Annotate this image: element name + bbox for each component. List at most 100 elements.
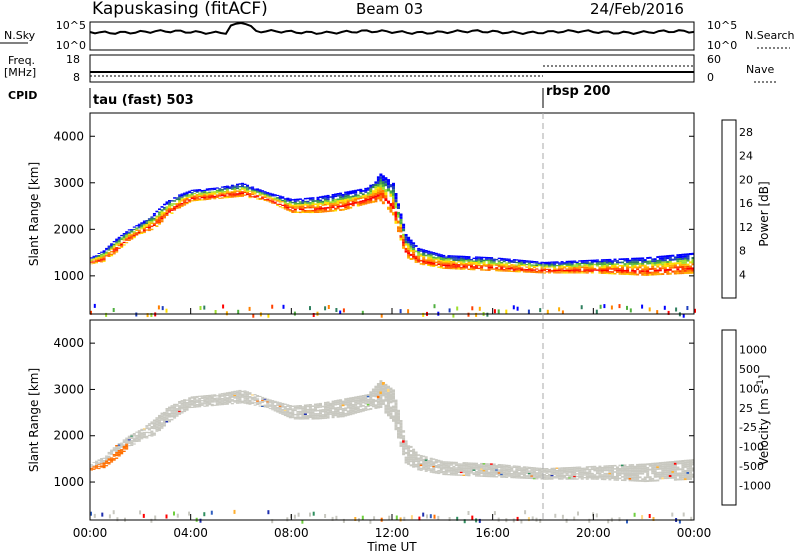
power-cell	[540, 271, 544, 273]
velocity-cell	[218, 401, 222, 404]
velocity-cell	[427, 469, 431, 471]
velocity-cell	[185, 405, 189, 407]
velocity-cell	[394, 414, 398, 418]
power-cell	[263, 192, 267, 194]
velocity-cell	[366, 402, 370, 404]
velocity-cell	[296, 405, 300, 407]
velocity-cell	[636, 463, 640, 466]
power-cell	[384, 183, 388, 187]
power-cell	[107, 255, 111, 257]
velocity-cell	[127, 441, 131, 443]
power-cell	[643, 268, 647, 271]
velocity-cell	[140, 434, 144, 436]
velocity-cell	[107, 451, 111, 454]
velocity-cell	[653, 470, 657, 473]
power-cell	[261, 191, 265, 193]
power-cell	[117, 239, 121, 241]
velocity-cell	[555, 470, 559, 472]
power-cell	[583, 269, 587, 271]
velocity-cell	[173, 405, 177, 407]
nave-tick-low: 0	[707, 71, 714, 84]
velocity-cell	[424, 465, 428, 468]
power-cell	[319, 211, 322, 213]
velocity-cell	[424, 461, 428, 463]
velocity-cell	[527, 468, 531, 470]
velocity-cell	[286, 414, 290, 416]
velocity-cell	[434, 466, 438, 468]
velocity-cell	[266, 406, 270, 407]
velocity-cell	[648, 476, 652, 479]
velocity-cell	[583, 470, 587, 472]
velocity-cell	[253, 396, 257, 398]
power-cell	[324, 202, 327, 204]
velocity-cell	[399, 436, 403, 439]
power-cell	[137, 230, 141, 232]
velocity-cell	[122, 439, 126, 441]
velocity-cell	[434, 472, 438, 474]
velocity-cell	[482, 471, 486, 473]
velocity-cell	[361, 401, 365, 404]
power-near-cell	[312, 313, 315, 317]
power-cell	[215, 194, 219, 196]
power-cell	[354, 200, 358, 202]
power-cell	[142, 228, 146, 230]
power-cell	[311, 206, 315, 209]
power-cell	[424, 251, 428, 254]
velocity-cell	[422, 455, 426, 458]
power-cell	[480, 262, 484, 264]
velocity-near-cell	[199, 518, 202, 523]
power-cell	[555, 262, 559, 264]
power-cell	[218, 188, 222, 190]
power-cell	[558, 268, 562, 270]
power-cell	[301, 205, 305, 208]
power-cell	[590, 272, 594, 274]
power-cell	[520, 264, 524, 267]
velocity-cell	[570, 477, 574, 479]
velocity-cell	[585, 471, 589, 473]
nsky-tick-high: 10^5	[56, 19, 86, 32]
velocity-cell	[407, 462, 411, 465]
velocity-cell	[454, 474, 458, 476]
velocity-cell	[530, 474, 534, 476]
power-cell	[563, 262, 567, 264]
velocity-cell	[228, 399, 232, 401]
power-cell	[651, 258, 655, 261]
velocity-cell	[689, 463, 692, 466]
power-cell	[407, 256, 411, 259]
velocity-cell	[631, 479, 635, 482]
power-near-cell	[105, 312, 108, 317]
velocity-cell	[668, 473, 672, 475]
power-cell	[653, 271, 657, 274]
power-cell	[399, 235, 403, 238]
velocity-cell	[600, 466, 604, 469]
velocity-cell	[392, 418, 395, 422]
velocity-cell	[648, 478, 652, 480]
velocity-cell	[278, 409, 282, 411]
velocity-cell	[208, 397, 212, 399]
power-cell	[686, 267, 690, 270]
power-cell	[276, 203, 280, 205]
power-cell	[681, 253, 685, 256]
velocity-cell	[220, 395, 224, 397]
power-cell	[490, 265, 494, 267]
velocity-cell	[454, 467, 458, 469]
power-cell	[258, 197, 262, 199]
power-cell	[308, 211, 312, 214]
power-cell	[681, 266, 685, 268]
velocity-cell	[641, 470, 645, 473]
velocity-cell	[593, 465, 597, 468]
velocity-cell	[653, 466, 657, 469]
power-cell	[155, 215, 159, 218]
velocity-cell	[444, 469, 448, 472]
velocity-cell	[399, 430, 403, 434]
velocity-cell	[467, 467, 471, 470]
velocity-cell	[334, 407, 338, 409]
velocity-cell	[407, 458, 411, 461]
power-cell	[127, 237, 131, 239]
velocity-cell	[661, 473, 665, 476]
power-cell	[258, 190, 262, 192]
velocity-cell	[341, 408, 345, 410]
velocity-cell	[324, 407, 327, 409]
velocity-cell	[439, 467, 443, 469]
velocity-cell	[570, 468, 574, 470]
